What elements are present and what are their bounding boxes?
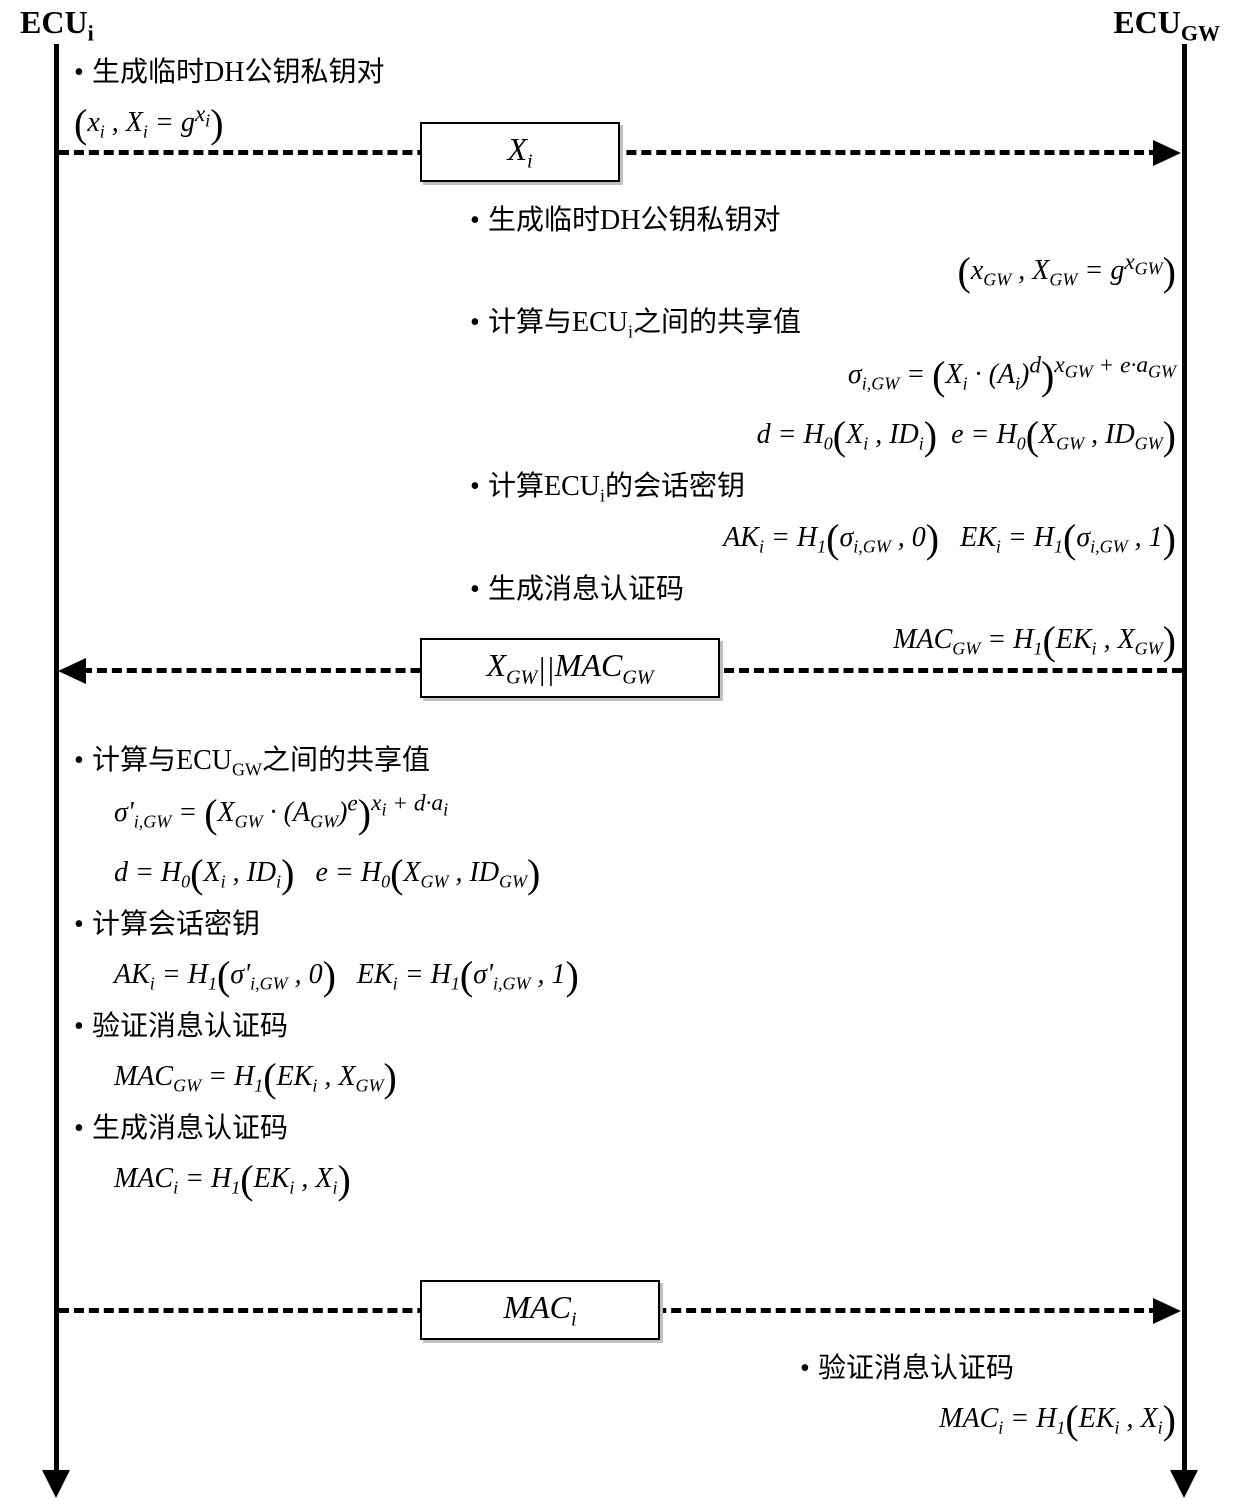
lifeline-right-arrow bbox=[1170, 1470, 1198, 1498]
n2-formula4: AKi = H1(σi,GW , 0) EKi = H1(σi,GW , 1) bbox=[440, 509, 1176, 569]
n3-bullet2: 计算会话密钥 bbox=[92, 909, 260, 940]
n2-formula2: σi,GW = (Xi · (Ai)d)xGW + e·aGW bbox=[440, 346, 1176, 406]
participant-left-label: ECUi bbox=[20, 4, 94, 46]
n2-formula1: (xGW , XGW = gxGW) bbox=[440, 242, 1176, 302]
msg1-box: Xi bbox=[420, 122, 620, 182]
n2-bullet2: 计算与ECUi之间的共享值 bbox=[488, 307, 801, 338]
msg3-box: MACi bbox=[420, 1280, 660, 1340]
lifeline-right bbox=[1182, 44, 1187, 1474]
lifeline-left-arrow bbox=[42, 1470, 70, 1498]
note-left-2: •计算与ECUGW之间的共享值 σ'i,GW = (XGW · (AGW)e)x… bbox=[74, 740, 774, 1210]
n2-bullet1: 生成临时DH公钥私钥对 bbox=[488, 205, 780, 236]
participant-right-label: ECUGW bbox=[1113, 4, 1220, 46]
note-right-1: •生成临时DH公钥私钥对 (xGW , XGW = gxGW) •计算与ECUi… bbox=[440, 200, 1176, 671]
sequence-diagram: ECUi ECUGW •生成临时DH公钥私钥对 (xi , Xi = gxi) … bbox=[0, 0, 1240, 1508]
n2-formula3: d = H0(Xi , IDi) e = H0(XGW , IDGW) bbox=[440, 406, 1176, 466]
n3-formula2: d = H0(Xi , IDi) e = H0(XGW , IDGW) bbox=[114, 844, 774, 904]
n3-bullet3: 验证消息认证码 bbox=[92, 1011, 288, 1042]
n3-bullet4: 生成消息认证码 bbox=[92, 1113, 288, 1144]
msg2-arrow bbox=[58, 658, 86, 684]
msg3-arrow bbox=[1153, 1298, 1181, 1324]
n3-formula4: MACGW = H1(EKi , XGW) bbox=[114, 1048, 774, 1108]
n2-bullet4: 生成消息认证码 bbox=[488, 574, 684, 605]
n4-formula1: MACi = H1(EKi , Xi) bbox=[700, 1390, 1176, 1450]
n4-bullet1: 验证消息认证码 bbox=[818, 1353, 1014, 1384]
n3-bullet1: 计算与ECUGW之间的共享值 bbox=[92, 745, 430, 776]
lifeline-left bbox=[54, 44, 59, 1474]
n2-bullet3: 计算ECUi的会话密钥 bbox=[488, 471, 745, 502]
n3-formula5: MACi = H1(EKi , Xi) bbox=[114, 1150, 774, 1210]
note-right-2: •验证消息认证码 MACi = H1(EKi , Xi) bbox=[700, 1348, 1176, 1450]
msg1-arrow bbox=[1153, 140, 1181, 166]
msg2-box: XGW||MACGW bbox=[420, 638, 720, 698]
n1-bullet1: 生成临时DH公钥私钥对 bbox=[92, 57, 384, 88]
n3-formula1: σ'i,GW = (XGW · (AGW)e)xi + d·ai bbox=[114, 784, 774, 844]
n3-formula3: AKi = H1(σ'i,GW , 0) EKi = H1(σ'i,GW , 1… bbox=[114, 946, 774, 1006]
